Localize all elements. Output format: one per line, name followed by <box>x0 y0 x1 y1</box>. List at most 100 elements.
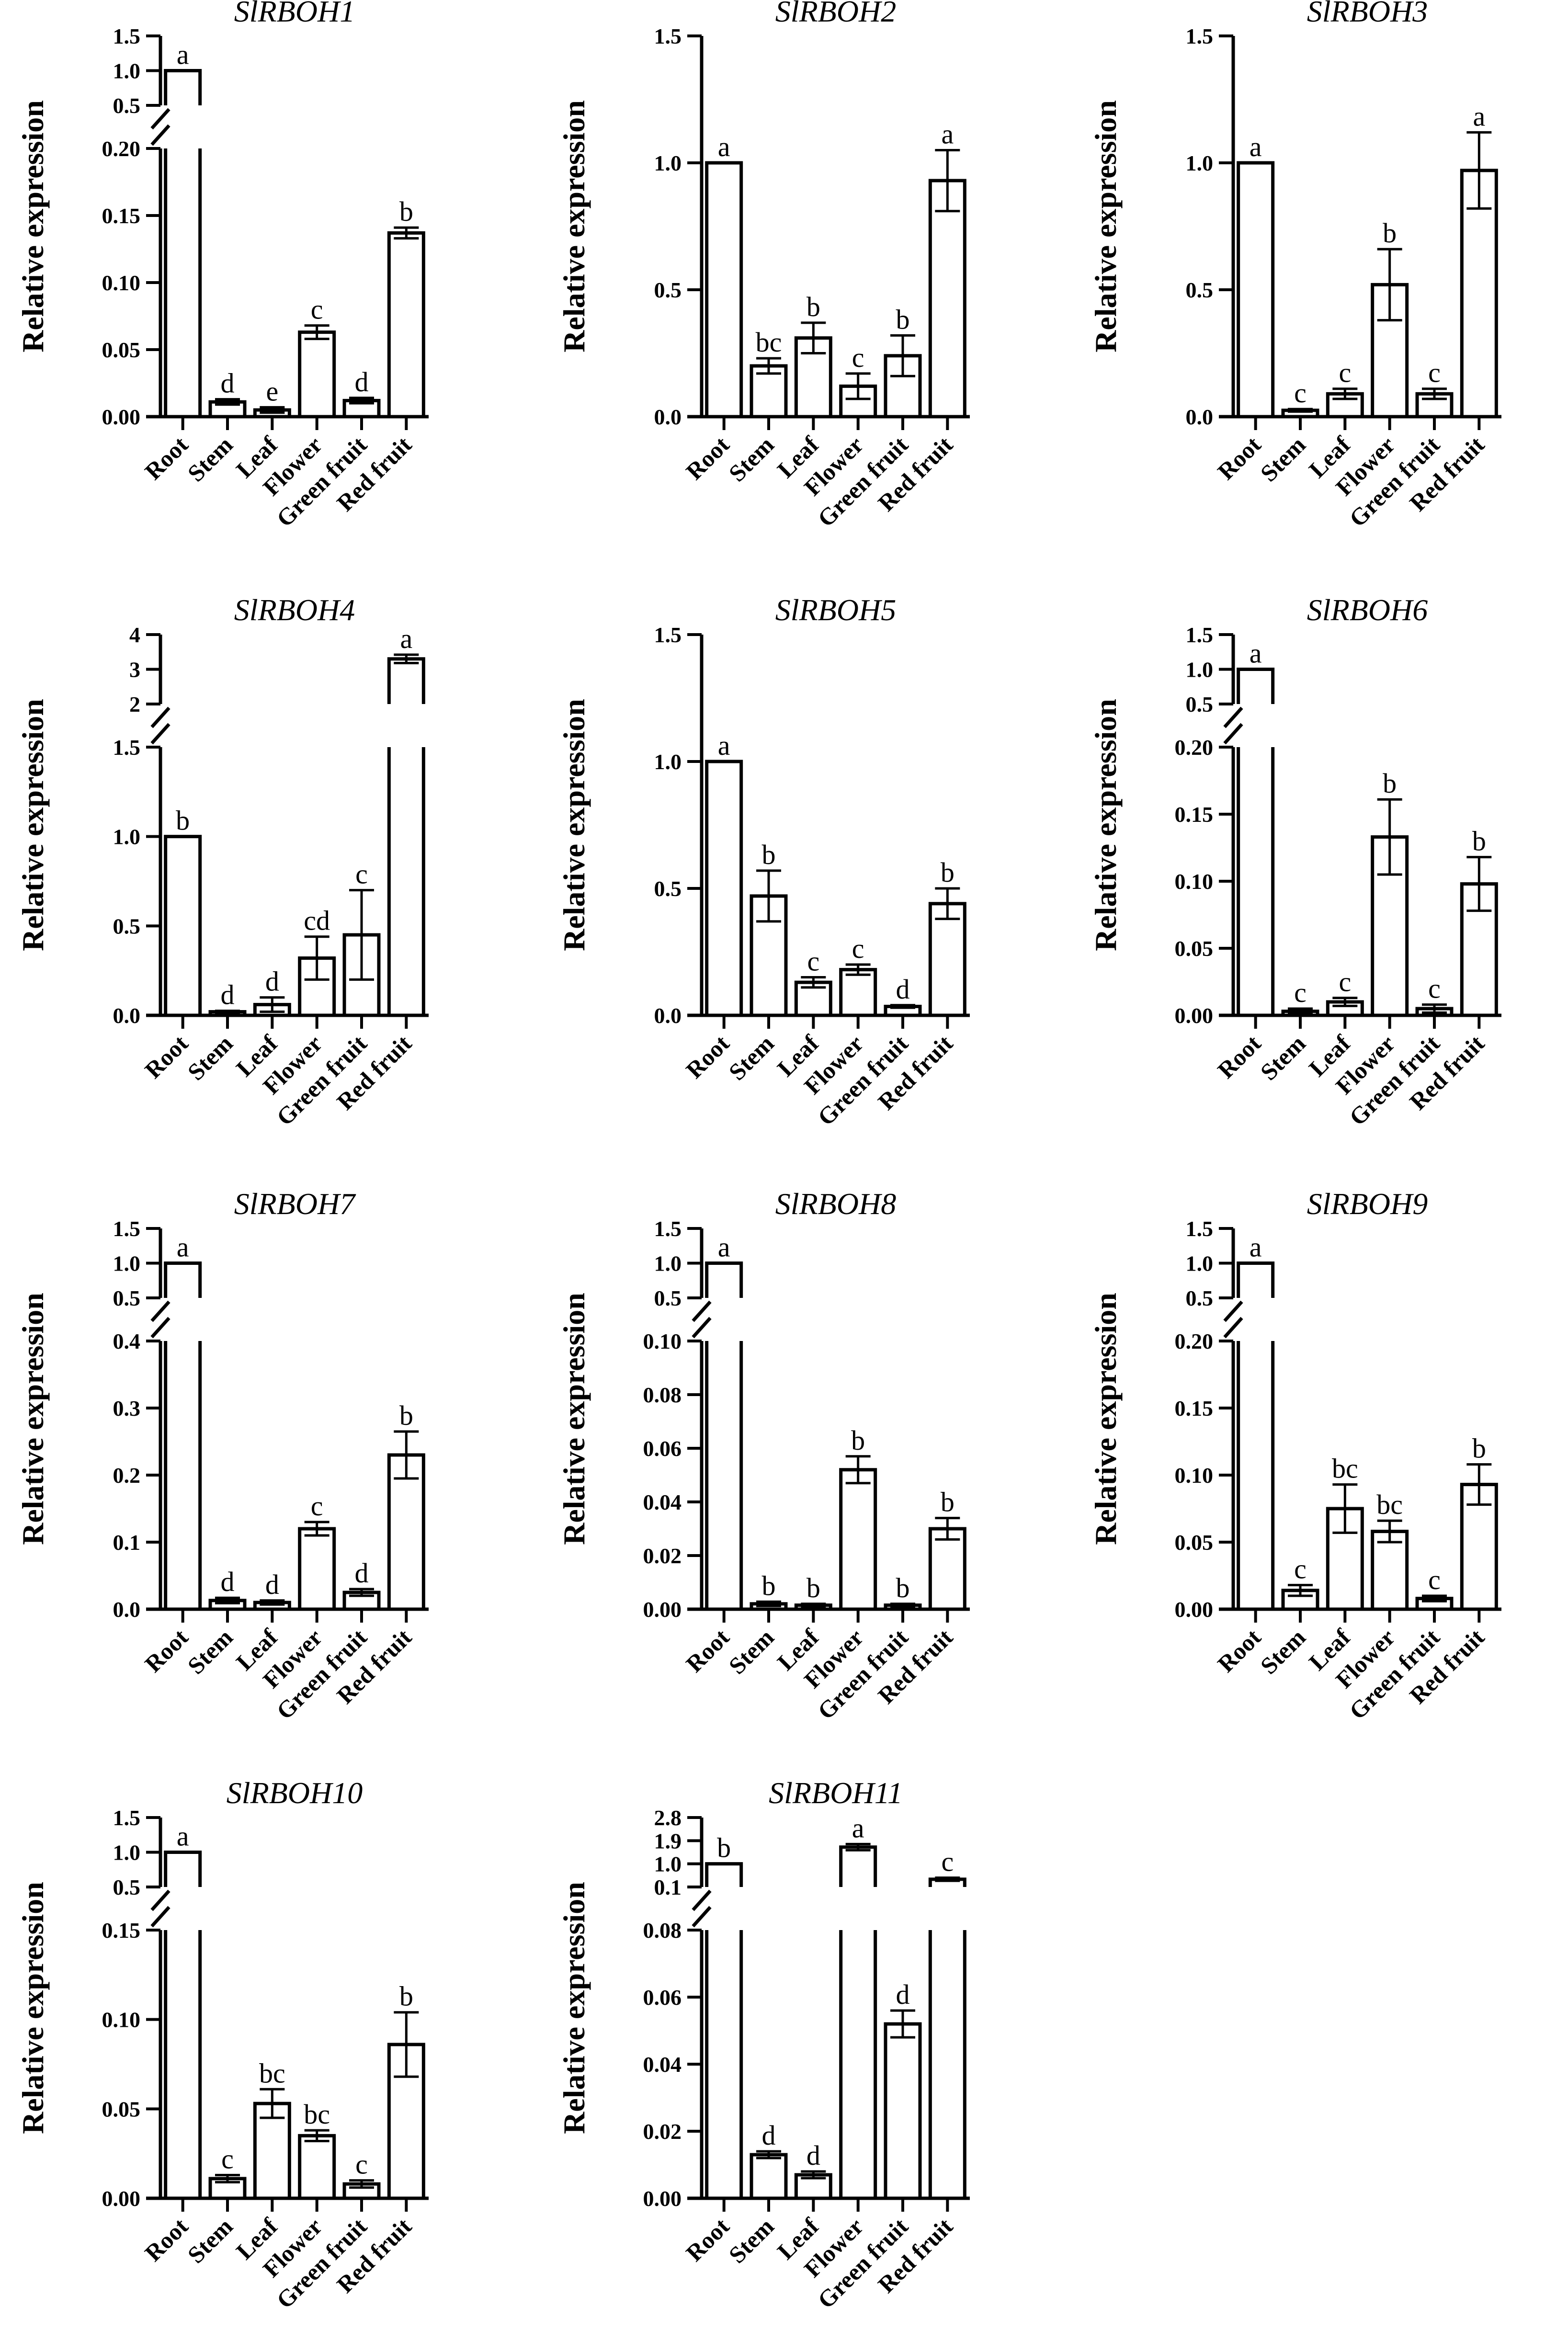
significance-letter: bc <box>1332 1453 1358 1484</box>
bar <box>928 902 966 1017</box>
y-tick-label: 0.02 <box>643 1544 682 1568</box>
x-category-label: Stem <box>724 2213 779 2268</box>
y-tick-label: 0.15 <box>102 204 141 228</box>
chart-title: SlRBOH5 <box>775 593 896 627</box>
y-tick-label: 0.2 <box>113 1463 141 1488</box>
significance-letter: b <box>1472 826 1486 857</box>
y-tick-label: 0.5 <box>654 876 682 901</box>
significance-letter: c <box>1428 973 1441 1004</box>
bar <box>928 1527 966 1611</box>
significance-letter: a <box>941 119 954 150</box>
bar-upper-segment <box>164 1261 202 1298</box>
chart-title: SlRBOH10 <box>227 1776 363 1810</box>
bar-lower-segment <box>164 1930 202 2198</box>
y-axis-label: Relative expression <box>16 1882 50 2134</box>
y-tick-label: 0.10 <box>1175 1463 1214 1488</box>
significance-letter: c <box>221 2143 234 2174</box>
bar <box>1460 169 1498 419</box>
significance-letter: a <box>718 1232 730 1263</box>
y-tick-label: 0.20 <box>102 136 141 161</box>
axis-break-mark <box>1223 723 1243 745</box>
axis-break-mark <box>150 706 170 728</box>
significance-letter: d <box>762 2120 776 2151</box>
significance-letter: c <box>852 342 864 373</box>
y-axis-label: Relative expression <box>16 100 50 352</box>
bar <box>298 330 336 419</box>
significance-letter: a <box>1250 131 1262 162</box>
significance-letter: a <box>177 1232 189 1263</box>
bar <box>298 1527 336 1611</box>
y-tick-label: 1.5 <box>1186 24 1214 48</box>
y-tick-label: 0.05 <box>1175 1530 1214 1555</box>
significance-letter: c <box>1428 1564 1441 1595</box>
chart-title: SlRBOH9 <box>1307 1187 1428 1221</box>
significance-letter: c <box>311 294 323 325</box>
y-tick-label: 1.5 <box>113 1216 141 1241</box>
x-category-label: Root <box>1212 1624 1266 1678</box>
bar <box>164 835 202 1017</box>
x-category-label: Stem <box>1255 431 1311 487</box>
x-category-label: Stem <box>724 1624 779 1679</box>
x-category-label: Stem <box>724 1030 779 1085</box>
x-category-label: Stem <box>724 431 779 487</box>
y-tick-label: 0.0 <box>113 1597 141 1622</box>
y-tick-label: 1.0 <box>654 1852 682 1876</box>
y-tick-label: 0.0 <box>654 405 682 429</box>
y-tick-label: 0.5 <box>1186 1286 1214 1310</box>
bar-lower-segment <box>705 1930 743 2198</box>
y-tick-label: 0.0 <box>1186 405 1214 429</box>
axis-break-mark <box>150 1317 170 1339</box>
axis-break-mark <box>692 1906 712 1928</box>
y-axis-label: Relative expression <box>557 100 591 352</box>
chart-title: SlRBOH3 <box>1307 0 1428 28</box>
x-category-label: Root <box>681 431 735 485</box>
significance-letter: c <box>1294 377 1307 409</box>
bar <box>839 968 877 1017</box>
y-tick-label: 0.10 <box>102 271 141 295</box>
bar <box>1371 1530 1409 1611</box>
y-tick-label: 0.0 <box>113 1003 141 1028</box>
y-tick-label: 1.0 <box>113 825 141 849</box>
y-tick-label: 0.05 <box>102 338 141 362</box>
x-category-label: Root <box>139 431 193 485</box>
bar-lower-segment <box>1237 1341 1275 1609</box>
y-tick-label: 1.0 <box>113 59 141 83</box>
axis-break-mark <box>1223 1317 1243 1339</box>
bar <box>839 1468 877 1611</box>
bar-upper-segment <box>164 69 202 105</box>
significance-letter: b <box>762 1570 776 1601</box>
significance-letter: d <box>221 979 235 1011</box>
y-tick-label: 4 <box>129 623 140 647</box>
significance-letter: b <box>1383 768 1397 799</box>
bar-lower-segment <box>705 1341 743 1609</box>
bar <box>750 2153 788 2200</box>
bar-lower-segment <box>164 148 202 417</box>
y-axis-label: Relative expression <box>1089 699 1123 951</box>
x-category-label: Root <box>139 1624 193 1678</box>
x-category-label: Root <box>1212 1030 1266 1084</box>
bar <box>705 760 743 1017</box>
significance-letter: c <box>1428 357 1441 388</box>
significance-letter: a <box>177 1821 189 1852</box>
y-tick-label: 0.10 <box>1175 869 1214 894</box>
x-category-label: Root <box>1212 431 1266 485</box>
bar-upper-segment <box>1237 668 1275 704</box>
significance-letter: b <box>807 291 820 322</box>
significance-letter: c <box>355 859 368 890</box>
significance-letter: b <box>941 857 954 888</box>
y-tick-label: 0.1 <box>654 1875 682 1899</box>
axis-break-mark <box>692 1300 712 1322</box>
significance-letter: b <box>1383 217 1397 249</box>
significance-letter: c <box>355 2149 368 2180</box>
significance-letter: d <box>265 966 279 997</box>
x-category-label: Root <box>681 2213 735 2267</box>
y-tick-label: 0.04 <box>643 1490 682 1514</box>
bar <box>928 179 966 419</box>
bar <box>1237 161 1275 419</box>
y-tick-label: 0.5 <box>113 914 141 938</box>
y-tick-label: 0.05 <box>1175 936 1214 961</box>
y-tick-label: 0.05 <box>102 2097 141 2121</box>
y-axis-label: Relative expression <box>557 1293 591 1545</box>
y-tick-label: 1.0 <box>654 151 682 175</box>
x-category-label: Root <box>681 1624 735 1678</box>
